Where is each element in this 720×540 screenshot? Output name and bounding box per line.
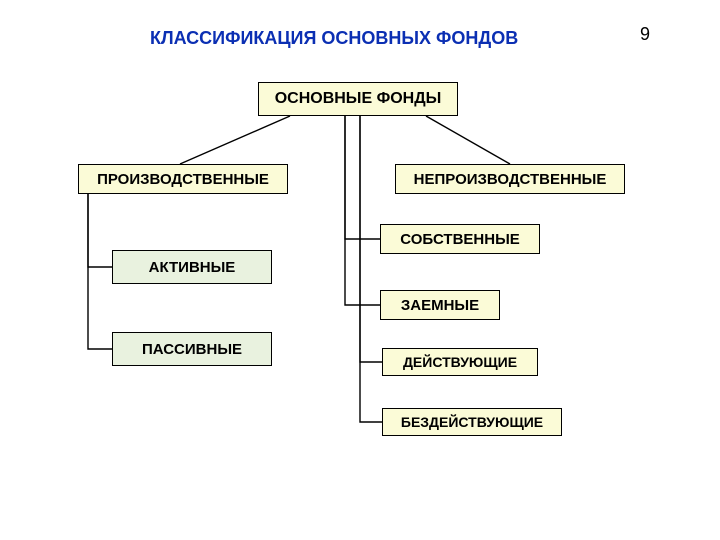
node-root-label: ОСНОВНЫЕ ФОНДЫ [275,90,442,108]
page-number: 9 [640,24,650,45]
node-prod: ПРОИЗВОДСТВЕННЫЕ [78,164,288,194]
node-act2-label: ДЕЙСТВУЮЩИЕ [403,354,517,370]
node-neprod: НЕПРОИЗВОДСТВЕННЫЕ [395,164,625,194]
node-active: АКТИВНЫЕ [112,250,272,284]
node-inact: БЕЗДЕЙСТВУЮЩИЕ [382,408,562,436]
node-active-label: АКТИВНЫЕ [149,259,236,276]
node-loan: ЗАЕМНЫЕ [380,290,500,320]
page-title: КЛАССИФИКАЦИЯ ОСНОВНЫХ ФОНДОВ [150,28,518,49]
node-act2: ДЕЙСТВУЮЩИЕ [382,348,538,376]
node-passive: ПАССИВНЫЕ [112,332,272,366]
node-own: СОБСТВЕННЫЕ [380,224,540,254]
node-prod-label: ПРОИЗВОДСТВЕННЫЕ [97,171,269,188]
node-passive-label: ПАССИВНЫЕ [142,341,242,358]
node-root: ОСНОВНЫЕ ФОНДЫ [258,82,458,116]
connector-lines [0,0,720,540]
node-loan-label: ЗАЕМНЫЕ [401,297,479,314]
node-own-label: СОБСТВЕННЫЕ [400,231,520,248]
node-neprod-label: НЕПРОИЗВОДСТВЕННЫЕ [414,171,607,188]
node-inact-label: БЕЗДЕЙСТВУЮЩИЕ [401,414,543,430]
